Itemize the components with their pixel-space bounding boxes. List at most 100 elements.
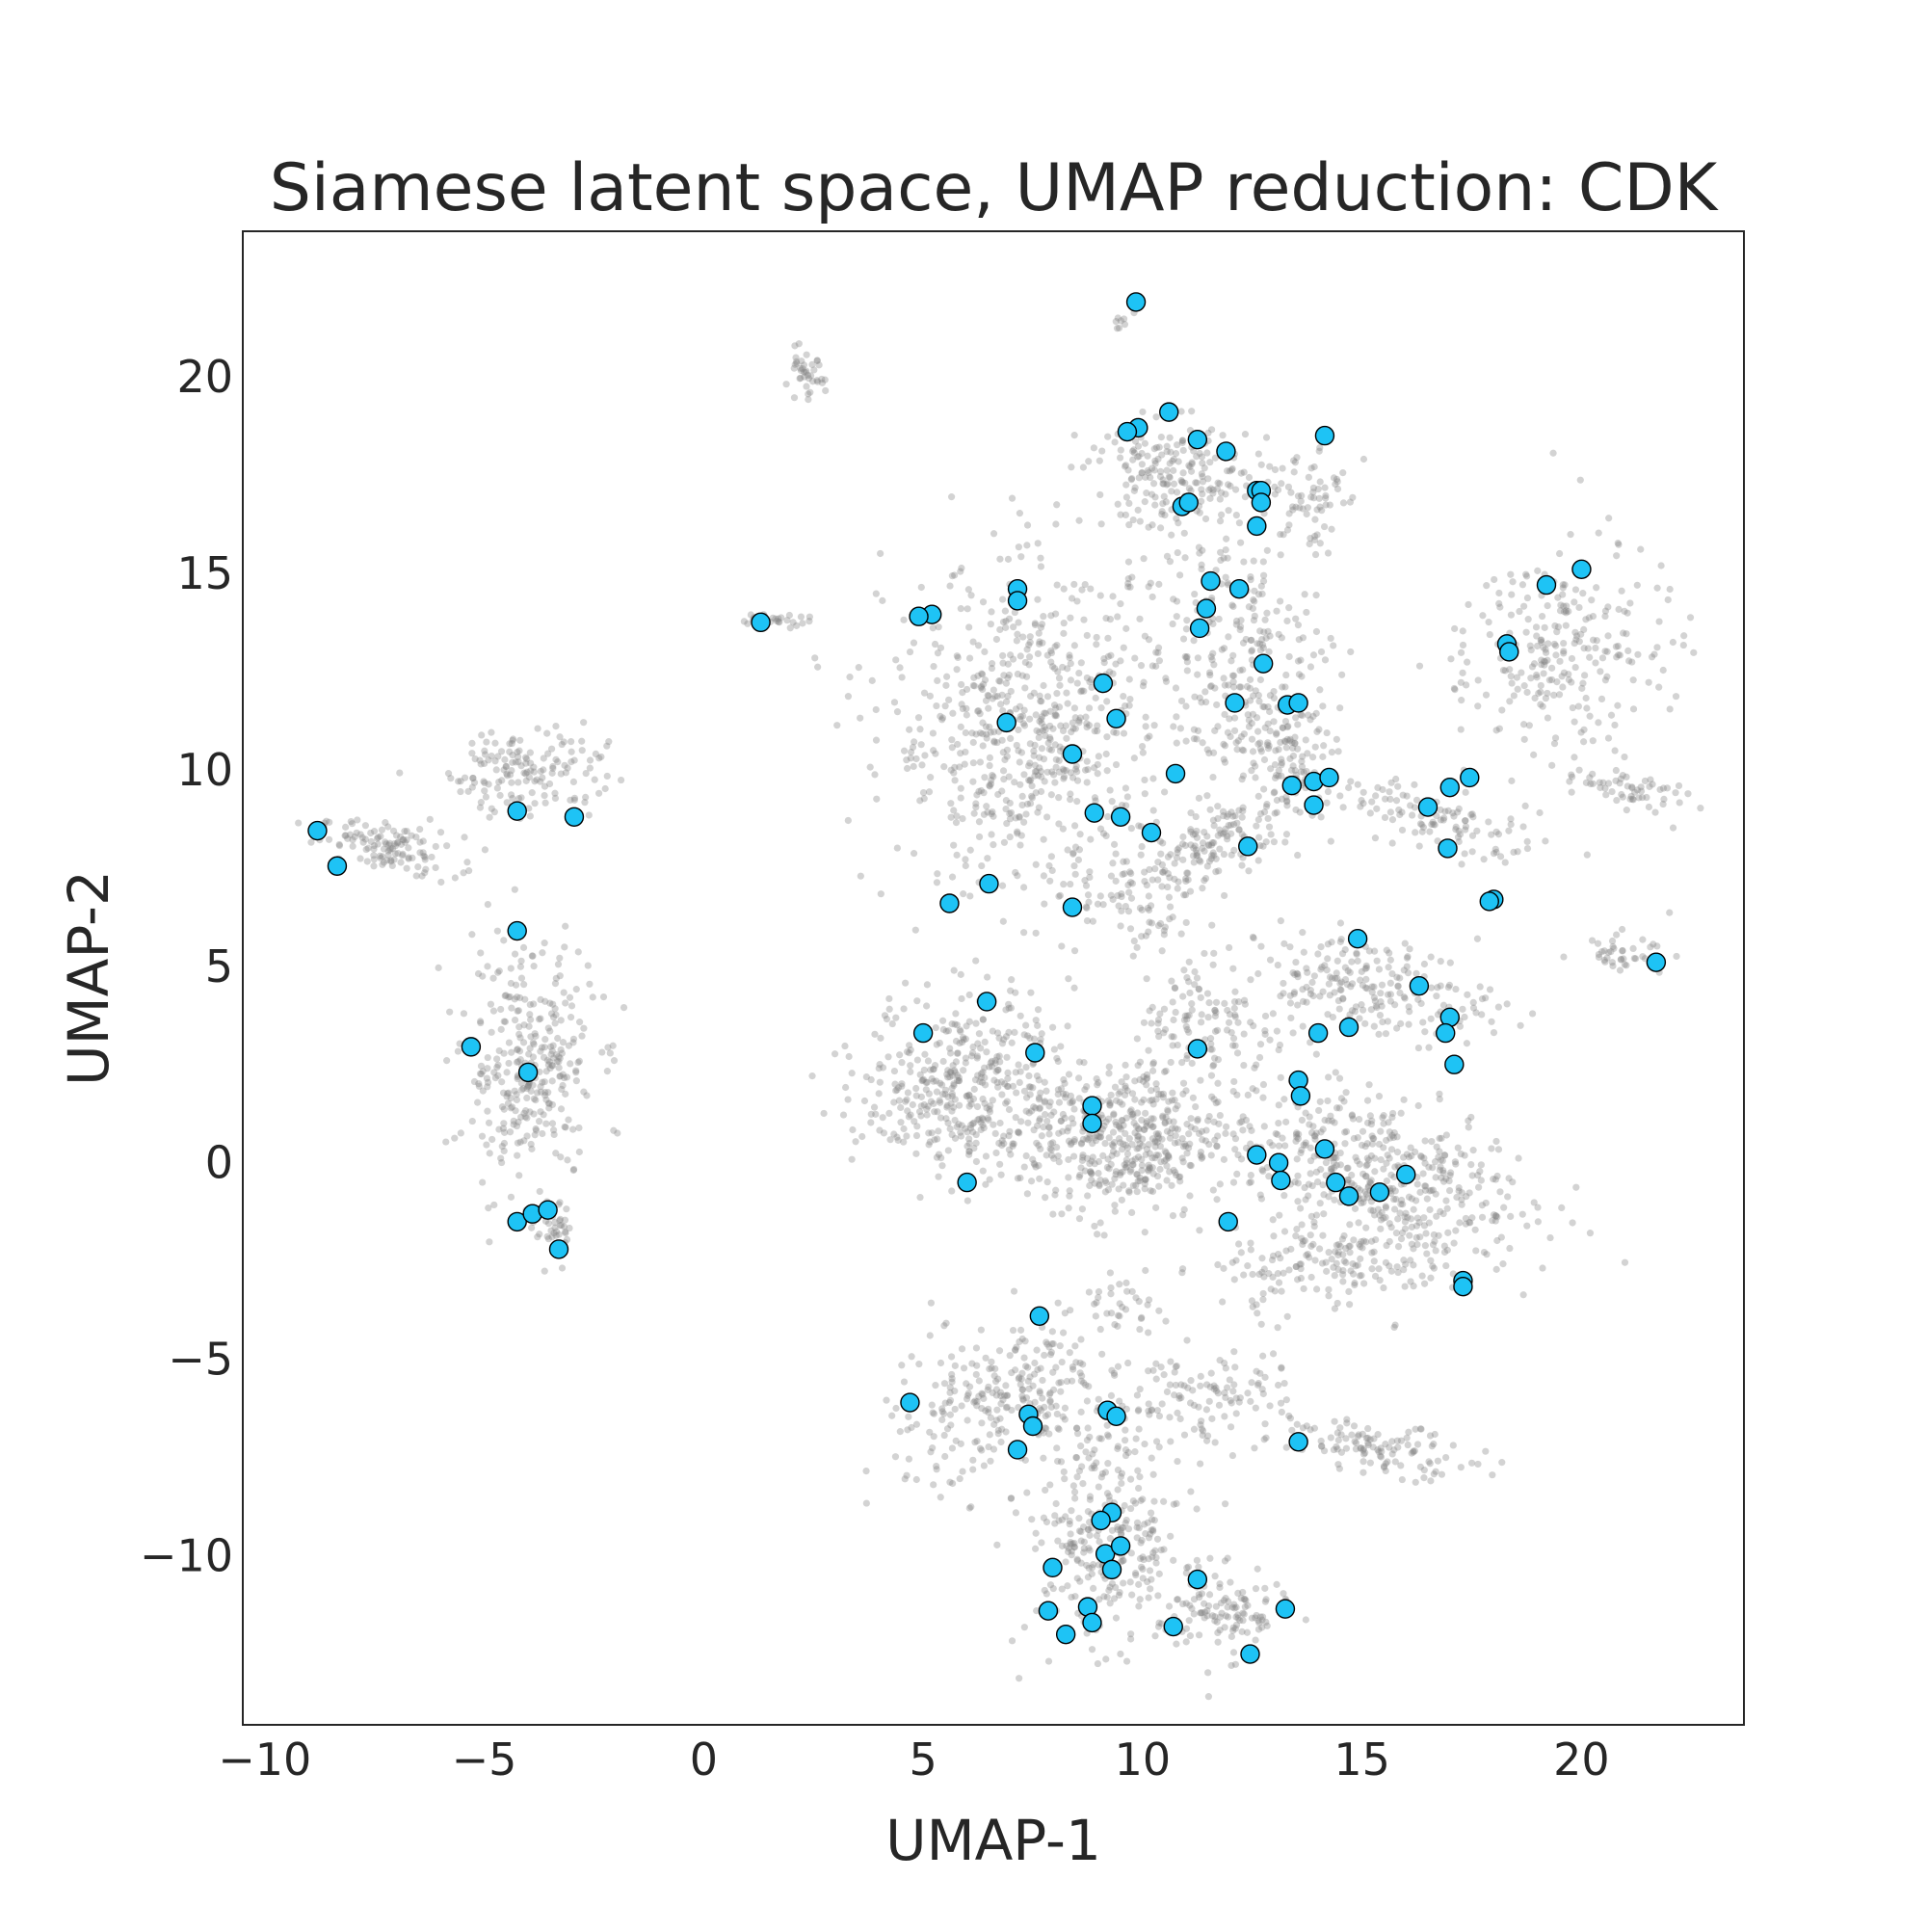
background-point: [911, 738, 918, 746]
background-point: [1328, 748, 1335, 756]
background-point: [1437, 1156, 1445, 1164]
background-point: [1168, 488, 1175, 495]
background-point: [1177, 408, 1185, 415]
background-point: [1386, 956, 1394, 964]
background-point: [1001, 755, 1009, 764]
background-point: [1257, 461, 1265, 468]
background-point: [347, 817, 355, 826]
background-point: [1258, 635, 1266, 644]
background-point: [1022, 1094, 1031, 1101]
background-point: [1060, 629, 1068, 637]
background-point: [1579, 679, 1587, 687]
background-point: [1260, 755, 1269, 764]
background-point: [1267, 765, 1275, 773]
background-point: [1037, 1145, 1044, 1153]
background-point: [1182, 737, 1190, 745]
background-point: [1083, 917, 1092, 925]
background-point: [1260, 808, 1269, 816]
background-point: [1005, 1146, 1014, 1153]
background-point: [1005, 615, 1014, 622]
background-point: [1054, 668, 1062, 675]
background-point: [1361, 1173, 1370, 1180]
background-point: [566, 1224, 573, 1232]
background-point: [1117, 511, 1124, 518]
background-point: [903, 756, 911, 764]
background-point: [1008, 976, 1016, 984]
background-point: [484, 900, 491, 909]
background-point: [1115, 324, 1123, 332]
background-point: [938, 1162, 946, 1170]
background-point: [996, 1415, 1004, 1422]
background-point: [1212, 567, 1220, 574]
background-point: [1582, 779, 1591, 786]
background-point: [965, 654, 974, 662]
background-point: [1375, 966, 1384, 973]
background-point: [1507, 611, 1516, 619]
background-point: [497, 1154, 505, 1162]
background-point: [610, 1057, 619, 1065]
background-point: [485, 1119, 493, 1126]
background-point: [793, 357, 801, 365]
background-point: [1326, 992, 1333, 999]
background-point: [564, 1156, 571, 1164]
background-point: [1015, 1128, 1022, 1136]
background-point: [953, 851, 961, 859]
background-point: [1036, 717, 1043, 726]
background-point: [521, 995, 529, 1003]
background-point: [1608, 787, 1616, 796]
background-point: [1290, 457, 1298, 464]
background-point: [1316, 478, 1324, 486]
background-point: [542, 1068, 550, 1075]
background-point: [935, 1127, 942, 1135]
background-point: [1601, 958, 1609, 966]
background-point: [1421, 1186, 1430, 1194]
background-point: [1418, 821, 1426, 829]
background-point: [1141, 498, 1148, 506]
background-point: [1095, 1181, 1103, 1190]
background-point: [1313, 506, 1321, 514]
background-point: [1348, 1179, 1356, 1187]
background-point: [1181, 1012, 1189, 1019]
background-point: [1508, 679, 1516, 687]
background-point: [1079, 463, 1087, 471]
background-point: [937, 1079, 944, 1087]
background-point: [1350, 1134, 1358, 1143]
background-point: [1148, 1154, 1156, 1162]
background-point: [1302, 736, 1309, 744]
background-point: [524, 1082, 532, 1090]
background-point: [370, 852, 378, 860]
background-point: [1228, 1258, 1236, 1266]
background-point: [1205, 1112, 1213, 1121]
background-point: [1232, 511, 1240, 519]
background-point: [1210, 949, 1218, 957]
background-point: [353, 829, 360, 836]
background-point: [512, 981, 520, 989]
background-point: [1107, 1160, 1115, 1169]
background-point: [1559, 584, 1567, 592]
background-point: [556, 1072, 565, 1080]
background-point: [783, 617, 791, 624]
background-point: [1494, 1146, 1503, 1153]
background-point: [1136, 1554, 1145, 1563]
background-point: [1540, 657, 1548, 665]
background-point: [1219, 432, 1227, 439]
background-point: [1204, 1693, 1213, 1701]
background-point: [387, 857, 395, 864]
background-point: [506, 992, 515, 1001]
background-point: [1042, 709, 1049, 717]
background-point: [1477, 1177, 1485, 1184]
background-point: [1321, 1116, 1329, 1125]
background-point: [1410, 1261, 1417, 1269]
background-point: [890, 699, 899, 706]
background-point: [987, 728, 994, 736]
background-point: [1256, 745, 1264, 753]
background-point: [1538, 656, 1545, 664]
background-point: [970, 809, 978, 817]
background-point: [1102, 1655, 1110, 1663]
background-point: [984, 855, 991, 862]
background-point: [1302, 1141, 1309, 1150]
background-point: [1155, 580, 1163, 588]
background-point: [999, 618, 1008, 626]
background-point: [496, 791, 504, 800]
background-point: [1259, 1080, 1268, 1089]
